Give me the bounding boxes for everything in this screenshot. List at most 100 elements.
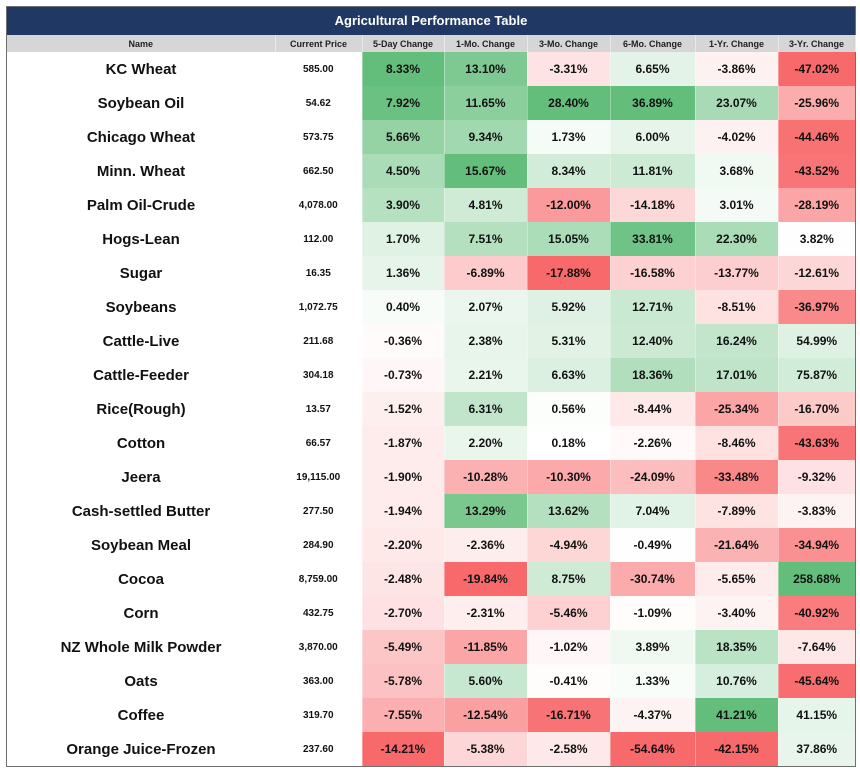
1-yr-change-cell: 17.01%: [694, 358, 778, 392]
current-price-cell: 363.00: [302, 675, 334, 687]
5-day-change-cell: -2.48%: [361, 562, 444, 596]
column-header-3-yr-change: 3-Yr. Change: [778, 35, 856, 52]
3-yr-change-cell: 258.68%: [777, 562, 855, 596]
6-mo-change-cell: -16.58%: [609, 256, 695, 290]
1-yr-change-cell: -4.02%: [694, 120, 778, 154]
table-row: NZ Whole Milk Powder 3,870.00 -5.49% -11.85…: [7, 630, 855, 664]
table-row: Palm Oil-Crude 4,078.00 3.90% 4.81% -12.00% -…: [7, 188, 855, 222]
commodity-name: Jeera: [121, 468, 161, 486]
5-day-change-cell: 3.90%: [361, 188, 444, 222]
5-day-change-cell: -0.73%: [361, 358, 444, 392]
3-yr-change-cell: 41.15%: [777, 698, 855, 732]
current-price-cell: 54.62: [305, 97, 331, 109]
commodity-name: Soybean Meal: [90, 536, 192, 554]
3-mo-change-cell: 28.40%: [526, 86, 610, 120]
1-mo-change-cell: -5.38%: [443, 732, 527, 766]
1-yr-change-cell: 10.76%: [694, 664, 778, 698]
5-day-change-cell: -0.36%: [361, 324, 444, 358]
1-mo-change-cell: 9.34%: [443, 120, 527, 154]
6-mo-change-cell: 1.33%: [609, 664, 695, 698]
current-price-cell: 112.00: [303, 233, 334, 245]
performance-table: Name Current Price 5-Day Change 1-Mo. Ch…: [7, 35, 856, 766]
5-day-change-cell: -1.52%: [361, 392, 444, 426]
1-mo-change-cell: 4.81%: [443, 188, 527, 222]
1-yr-change-cell: -21.64%: [694, 528, 778, 562]
3-yr-change-cell: 75.87%: [777, 358, 855, 392]
1-yr-change-cell: -8.51%: [694, 290, 778, 324]
commodity-name: Chicago Wheat: [86, 128, 196, 146]
1-mo-change-cell: -6.89%: [443, 256, 527, 290]
current-price-cell: 277.50: [302, 505, 334, 517]
column-header-current-price: Current Price: [275, 35, 363, 52]
3-mo-change-cell: 5.31%: [526, 324, 610, 358]
3-yr-change-cell: -25.96%: [777, 86, 855, 120]
commodity-name: Cattle-Live: [102, 332, 180, 350]
current-price-cell: 1,072.75: [298, 301, 338, 313]
1-mo-change-cell: 15.67%: [443, 154, 527, 188]
1-mo-change-cell: -10.28%: [443, 460, 527, 494]
3-mo-change-cell: -5.46%: [526, 596, 610, 630]
table-row: Hogs-Lean 112.00 1.70% 7.51% 15.05% 33.81% 22.…: [7, 222, 855, 256]
6-mo-change-cell: 18.36%: [609, 358, 695, 392]
5-day-change-cell: 4.50%: [361, 154, 444, 188]
5-day-change-cell: -5.49%: [361, 630, 444, 664]
commodity-name: Rice(Rough): [96, 400, 186, 418]
3-yr-change-cell: 37.86%: [777, 732, 855, 766]
column-header-1-yr-change: 1-Yr. Change: [695, 35, 779, 52]
3-mo-change-cell: -3.31%: [526, 52, 610, 86]
1-yr-change-cell: -25.34%: [694, 392, 778, 426]
commodity-name: Orange Juice-Frozen: [66, 740, 216, 758]
table-row: Soybean Meal 284.90 -2.20% -2.36% -4.94% -0.4…: [7, 528, 855, 562]
1-mo-change-cell: 7.51%: [443, 222, 527, 256]
3-mo-change-cell: -12.00%: [526, 188, 610, 222]
1-yr-change-cell: -8.46%: [694, 426, 778, 460]
1-mo-change-cell: 2.21%: [443, 358, 527, 392]
1-yr-change-cell: -13.77%: [694, 256, 778, 290]
1-yr-change-cell: -5.65%: [694, 562, 778, 596]
column-header-5-day-change: 5-Day Change: [362, 35, 445, 52]
5-day-change-cell: 1.70%: [361, 222, 444, 256]
3-mo-change-cell: 8.75%: [526, 562, 610, 596]
3-yr-change-cell: -40.92%: [777, 596, 855, 630]
3-mo-change-cell: 0.18%: [526, 426, 610, 460]
1-yr-change-cell: -42.15%: [694, 732, 778, 766]
1-mo-change-cell: 2.38%: [443, 324, 527, 358]
table-row: Jeera 19,115.00 -1.90% -10.28% -10.30% -24.09…: [7, 460, 855, 494]
table-row: Cocoa 8,759.00 -2.48% -19.84% 8.75% -30.74% -5…: [7, 562, 855, 596]
current-price-cell: 13.57: [305, 403, 331, 415]
table-row: Cattle-Live 211.68 -0.36% 2.38% 5.31% 12.40% 1…: [7, 324, 855, 358]
5-day-change-cell: -1.90%: [361, 460, 444, 494]
column-header-name: Name: [7, 35, 276, 52]
6-mo-change-cell: -14.18%: [609, 188, 695, 222]
3-yr-change-cell: -16.70%: [777, 392, 855, 426]
current-price-cell: 662.50: [302, 165, 334, 177]
3-yr-change-cell: -12.61%: [777, 256, 855, 290]
current-price-cell: 585.00: [302, 63, 334, 75]
5-day-change-cell: 1.36%: [361, 256, 444, 290]
6-mo-change-cell: 11.81%: [609, 154, 695, 188]
6-mo-change-cell: 6.65%: [609, 52, 695, 86]
6-mo-change-cell: -2.26%: [609, 426, 695, 460]
3-yr-change-cell: -7.64%: [777, 630, 855, 664]
6-mo-change-cell: 6.00%: [609, 120, 695, 154]
3-yr-change-cell: -47.02%: [777, 52, 855, 86]
table-row: Soybean Oil 54.62 7.92% 11.65% 28.40% 36.89% 2…: [7, 86, 855, 120]
1-mo-change-cell: -19.84%: [443, 562, 527, 596]
column-header-1-mo-change: 1-Mo. Change: [444, 35, 528, 52]
3-yr-change-cell: -3.83%: [777, 494, 855, 528]
3-mo-change-cell: -0.41%: [526, 664, 610, 698]
1-mo-change-cell: -2.36%: [443, 528, 527, 562]
commodity-name: Oats: [124, 672, 158, 690]
current-price-cell: 237.60: [302, 743, 334, 755]
6-mo-change-cell: -1.09%: [609, 596, 695, 630]
table-row: Cash-settled Butter 277.50 -1.94% 13.29% 13.…: [7, 494, 855, 528]
6-mo-change-cell: -8.44%: [609, 392, 695, 426]
3-mo-change-cell: -1.02%: [526, 630, 610, 664]
6-mo-change-cell: 7.04%: [609, 494, 695, 528]
commodity-name: Sugar: [119, 264, 163, 282]
table-row: Cotton 66.57 -1.87% 2.20% 0.18% -2.26% -8.46% -…: [7, 426, 855, 460]
table-row: Orange Juice-Frozen 237.60 -14.21% -5.38% -2…: [7, 732, 855, 766]
commodity-name: Hogs-Lean: [102, 230, 180, 248]
table-body: KC Wheat 585.00 8.33% 13.10% -3.31% 6.65% -3.8…: [7, 52, 855, 766]
6-mo-change-cell: 12.40%: [609, 324, 695, 358]
